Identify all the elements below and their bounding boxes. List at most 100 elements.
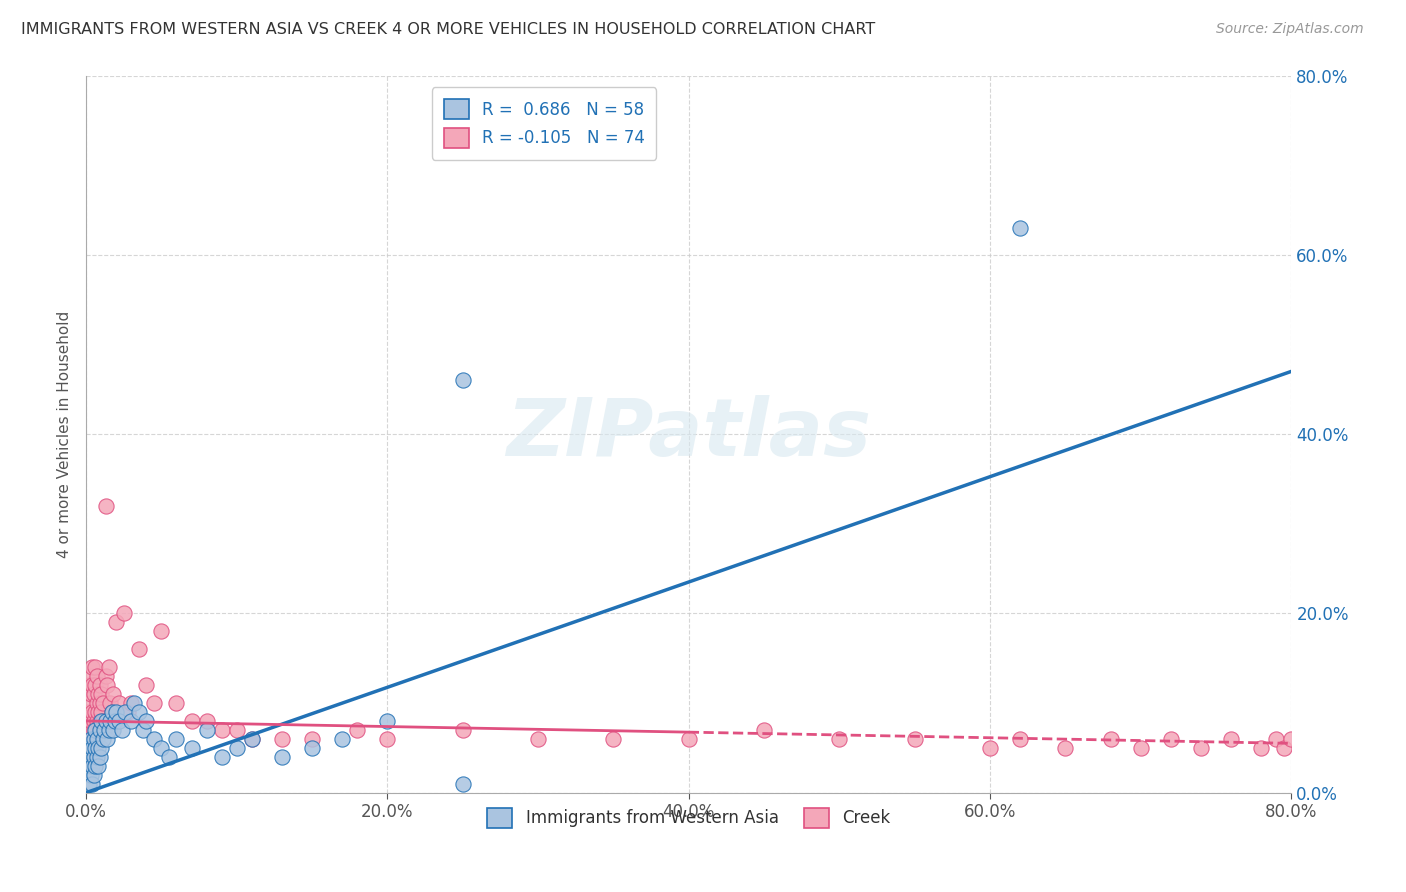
Point xyxy=(211,749,233,764)
Point xyxy=(84,705,107,719)
Point xyxy=(114,705,136,719)
Point xyxy=(211,723,233,737)
Point xyxy=(82,777,104,791)
Point xyxy=(1281,731,1303,746)
Point xyxy=(225,723,247,737)
Point xyxy=(142,696,165,710)
Point xyxy=(120,714,142,728)
Point xyxy=(82,758,104,772)
Point xyxy=(97,723,120,737)
Point xyxy=(1010,221,1032,235)
Point xyxy=(84,723,107,737)
Point xyxy=(89,696,111,710)
Point xyxy=(94,499,117,513)
Point xyxy=(89,749,111,764)
Point xyxy=(83,687,105,701)
Point xyxy=(271,731,294,746)
Point xyxy=(240,731,263,746)
Point xyxy=(111,723,134,737)
Point xyxy=(76,768,98,782)
Point xyxy=(93,723,115,737)
Point xyxy=(89,723,111,737)
Point xyxy=(135,678,157,692)
Point xyxy=(77,740,100,755)
Point xyxy=(1160,731,1182,746)
Point xyxy=(87,705,110,719)
Point xyxy=(1054,740,1077,755)
Point xyxy=(83,768,105,782)
Point xyxy=(979,740,1001,755)
Point xyxy=(142,731,165,746)
Point xyxy=(1220,731,1243,746)
Point xyxy=(117,705,139,719)
Point xyxy=(100,705,122,719)
Point xyxy=(79,749,101,764)
Point xyxy=(451,723,474,737)
Point xyxy=(108,714,131,728)
Point xyxy=(98,696,121,710)
Point xyxy=(678,731,700,746)
Point xyxy=(87,758,110,772)
Point xyxy=(1272,740,1295,755)
Point xyxy=(346,723,368,737)
Point xyxy=(1189,740,1212,755)
Point xyxy=(98,714,121,728)
Point xyxy=(83,731,105,746)
Point xyxy=(82,660,104,674)
Point xyxy=(451,373,474,387)
Point xyxy=(195,714,218,728)
Point xyxy=(112,607,135,621)
Point xyxy=(330,731,353,746)
Point xyxy=(87,740,110,755)
Point xyxy=(451,777,474,791)
Point xyxy=(752,723,775,737)
Point xyxy=(96,678,118,692)
Point xyxy=(93,723,115,737)
Point xyxy=(240,731,263,746)
Point xyxy=(166,731,188,746)
Point xyxy=(132,723,155,737)
Point xyxy=(91,714,114,728)
Point xyxy=(1129,740,1152,755)
Point xyxy=(82,678,104,692)
Point xyxy=(120,696,142,710)
Point xyxy=(124,696,146,710)
Point xyxy=(103,687,125,701)
Point xyxy=(1250,740,1272,755)
Point xyxy=(105,705,128,719)
Legend: Immigrants from Western Asia, Creek: Immigrants from Western Asia, Creek xyxy=(481,801,897,835)
Point xyxy=(86,696,108,710)
Point xyxy=(128,705,150,719)
Point xyxy=(94,669,117,683)
Point xyxy=(82,740,104,755)
Point xyxy=(103,723,125,737)
Point xyxy=(86,749,108,764)
Point xyxy=(79,768,101,782)
Point xyxy=(166,696,188,710)
Point xyxy=(195,723,218,737)
Point xyxy=(77,777,100,791)
Point xyxy=(84,758,107,772)
Point xyxy=(828,731,851,746)
Point xyxy=(135,714,157,728)
Point xyxy=(150,740,173,755)
Point xyxy=(180,714,202,728)
Point xyxy=(76,758,98,772)
Point xyxy=(77,758,100,772)
Point xyxy=(90,740,112,755)
Point xyxy=(76,731,98,746)
Point xyxy=(83,749,105,764)
Point xyxy=(904,731,927,746)
Point xyxy=(90,705,112,719)
Point xyxy=(84,740,107,755)
Point xyxy=(1099,731,1122,746)
Y-axis label: 4 or more Vehicles in Household: 4 or more Vehicles in Household xyxy=(58,310,72,558)
Point xyxy=(377,714,399,728)
Point xyxy=(77,696,100,710)
Point xyxy=(77,678,100,692)
Point xyxy=(86,714,108,728)
Point xyxy=(527,731,550,746)
Point xyxy=(1010,731,1032,746)
Point xyxy=(150,624,173,639)
Point xyxy=(87,687,110,701)
